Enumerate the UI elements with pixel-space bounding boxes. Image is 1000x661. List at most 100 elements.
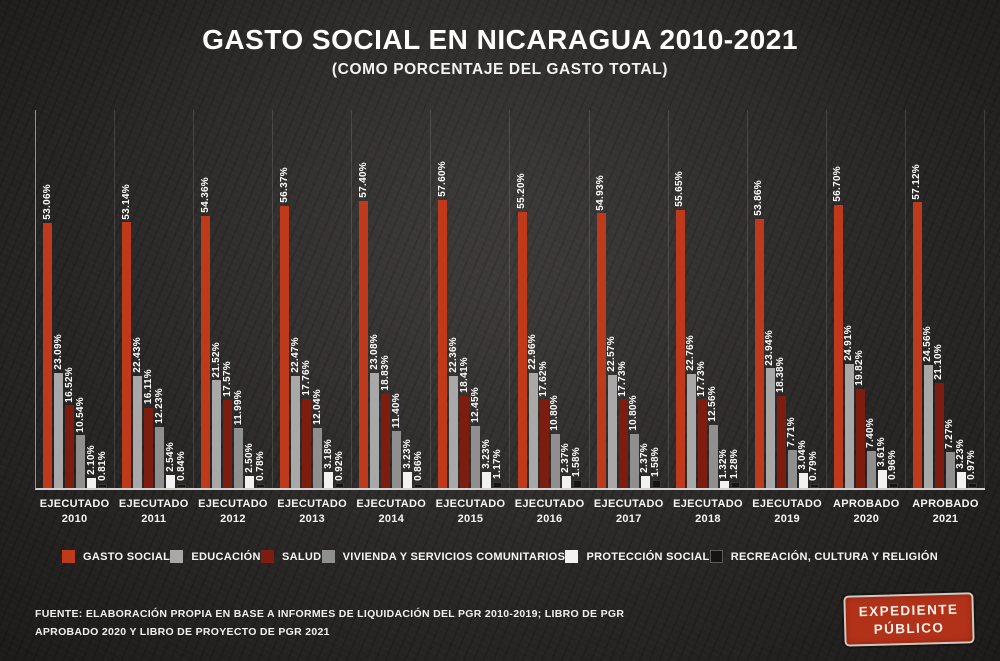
bar-vivienda-y-servicios-comunitarios-2013 — [313, 427, 323, 488]
bar-value-label: 22.43% — [131, 337, 143, 373]
bar-slot: 21.10% — [933, 110, 945, 488]
bar-slot: 53.86% — [753, 110, 764, 488]
bar-slot: 17.76% — [301, 110, 312, 488]
bar-vivienda-y-servicios-comunitarios-2020 — [866, 451, 876, 488]
bar-value-label: 1.58% — [571, 447, 582, 478]
bar-vivienda-y-servicios-comunitarios-2016 — [550, 434, 560, 488]
bar-educacion-2020 — [844, 363, 854, 488]
bar-value-label: 23.94% — [764, 329, 776, 366]
bar-slot: 3.18% — [323, 110, 334, 488]
bar-slot: 7.27% — [944, 110, 956, 488]
bar-value-label: 23.09% — [52, 333, 64, 370]
legend-label-vivienda-y-servicios-comunitarios: VIVIENDA Y SERVICIOS COMUNITARIOS — [342, 550, 566, 563]
bar-proteccion-social-2015 — [482, 471, 492, 488]
bar-vivienda-y-servicios-comunitarios-2018 — [708, 425, 718, 488]
chart-legend: GASTO SOCIAL EDUCACIÓN SALUD VIVIENDA Y SER… — [62, 550, 938, 563]
bar-gasto-social-2019 — [754, 218, 764, 488]
bar-slot: 53.14% — [121, 110, 132, 488]
bar-slot: 24.56% — [922, 110, 933, 488]
legend-item-vivienda-y-servicios-comunitarios: VIVIENDA Y SERVICIOS COMUNITARIOS — [321, 550, 566, 563]
bar-salud-2014 — [381, 393, 391, 488]
bar-value-label: 1.17% — [491, 449, 503, 480]
bar-group-2012: 54.36% 21.52% 17.57% 11.99% 2.50% 0.78% — [194, 110, 274, 488]
bar-slot: 1.28% — [729, 110, 740, 488]
category-label-2019: EJECUTADO 2019 — [752, 498, 822, 526]
source-note: FUENTE: ELABORACIÓN PROPIA EN BASE A INF… — [35, 606, 624, 641]
bar-educacion-2015 — [449, 376, 459, 488]
bar-value-label: 3.23% — [955, 439, 967, 469]
bar-proteccion-social-2012 — [245, 475, 255, 488]
bar-value-label: 17.57% — [221, 361, 233, 398]
bar-slot: 0.79% — [808, 110, 819, 488]
bar-value-label: 12.04% — [311, 389, 323, 425]
bar-slot: 1.32% — [718, 110, 730, 488]
bar-value-label: 1.32% — [718, 448, 730, 479]
bar-slot: 54.93% — [595, 110, 606, 488]
bar-value-label: 3.23% — [480, 439, 492, 469]
legend-item-gasto-social: GASTO SOCIAL — [62, 550, 170, 563]
bar-value-label: 11.99% — [232, 389, 244, 425]
bar-value-label: 16.52% — [63, 366, 75, 403]
bar-educacion-2018 — [686, 374, 696, 488]
bar-value-label: 1.58% — [650, 447, 662, 478]
bar-value-label: 0.81% — [96, 451, 108, 481]
bar-recreacion-cultura-y-religion-2020 — [888, 483, 898, 488]
bar-value-label: 56.70% — [832, 165, 844, 202]
bar-slot: 0.78% — [255, 110, 266, 488]
legend-swatch-proteccion-social — [565, 550, 579, 563]
bar-salud-2021 — [934, 382, 944, 488]
bar-slot: 3.04% — [797, 110, 809, 488]
bar-value-label: 2.54% — [164, 442, 176, 473]
bar-value-label: 57.60% — [436, 161, 448, 197]
bar-slot: 10.80% — [549, 110, 560, 488]
bar-value-label: 2.37% — [560, 443, 571, 474]
bar-slot: 0.92% — [334, 110, 345, 488]
bar-slot: 0.86% — [413, 110, 424, 488]
bar-value-label: 3.04% — [797, 439, 809, 470]
category-label-2021: APROBADO 2021 — [912, 498, 979, 526]
bar-slot: 55.65% — [674, 110, 685, 488]
bar-slot: 23.08% — [369, 110, 380, 488]
bar-slot: 22.43% — [131, 110, 143, 488]
bar-slot: 11.99% — [232, 110, 244, 488]
chart-subtitle: (COMO PORCENTAJE DEL GASTO TOTAL) — [331, 61, 669, 78]
bar-gasto-social-2011 — [122, 222, 132, 488]
bar-recreacion-cultura-y-religion-2012 — [256, 484, 266, 488]
bar-gasto-social-2013 — [280, 206, 290, 488]
source-note-line1: FUENTE: ELABORACIÓN PROPIA EN BASE A INF… — [35, 608, 625, 621]
bar-slot: 21.52% — [211, 110, 222, 488]
plot-area: 53.06% 23.09% 16.52% 10.54% 2.10% 0.81% 53.14%… — [35, 110, 985, 490]
bar-group-2011: 53.14% 22.43% 16.11% 12.23% 2.54% 0.84% — [115, 110, 195, 488]
bar-value-label: 2.37% — [639, 443, 651, 474]
bar-value-label: 57.40% — [357, 162, 369, 198]
bar-value-label: 56.37% — [278, 167, 290, 204]
bar-slot: 3.23% — [480, 110, 492, 488]
bar-recreacion-cultura-y-religion-2018 — [730, 481, 740, 488]
bar-slot: 19.82% — [854, 110, 865, 488]
bar-recreacion-cultura-y-religion-2019 — [809, 484, 819, 488]
bar-value-label: 7.71% — [786, 416, 798, 447]
legend-label-recreacion-cultura-y-religion: RECREACIÓN, CULTURA Y RELIGIÓN — [730, 550, 938, 563]
bar-slot: 18.38% — [775, 110, 786, 488]
bar-slot: 3.61% — [876, 110, 887, 488]
bar-salud-2017 — [618, 399, 628, 488]
bar-gasto-social-2016 — [517, 212, 527, 488]
bar-slot: 23.94% — [764, 110, 776, 488]
bar-value-label: 55.20% — [516, 173, 527, 209]
bar-slot: 16.11% — [143, 110, 154, 488]
source-note-line2: APROBADO 2020 Y LIBRO DE PROYECTO DE PGR… — [35, 625, 330, 638]
bar-value-label: 10.54% — [74, 396, 86, 433]
bar-slot: 12.04% — [311, 110, 323, 488]
bar-value-label: 21.10% — [933, 343, 945, 380]
bar-value-label: 22.47% — [289, 336, 301, 373]
bar-proteccion-social-2018 — [719, 481, 729, 488]
bar-recreacion-cultura-y-religion-2016 — [572, 480, 582, 488]
legend-item-salud: SALUD — [260, 550, 321, 563]
bar-value-label: 24.91% — [843, 324, 855, 361]
bar-value-label: 7.27% — [944, 418, 956, 449]
bar-value-label: 22.57% — [606, 336, 618, 373]
bar-value-label: 7.40% — [865, 418, 877, 448]
bar-proteccion-social-2011 — [166, 475, 176, 488]
bar-group-2016: 55.20% 22.96% 17.62% 10.80% 2.37% 1.58% — [510, 110, 590, 488]
